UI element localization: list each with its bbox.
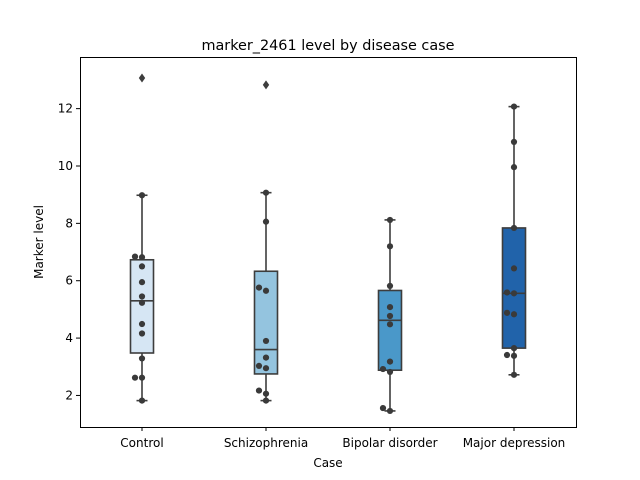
data-point: [138, 254, 146, 261]
chart-title: marker_2461 level by disease case: [201, 38, 454, 54]
data-point: [386, 304, 394, 311]
data-point: [510, 345, 518, 352]
points-3: [379, 216, 394, 415]
y-tick-label: 2: [65, 388, 73, 402]
boxes: [129, 73, 527, 412]
data-point: [510, 224, 518, 232]
data-point: [138, 299, 146, 306]
data-point: [386, 282, 394, 289]
data-point: [386, 407, 394, 415]
x-tick-label: Bipolar disorder: [342, 436, 437, 450]
data-point: [262, 337, 270, 345]
data-point: [262, 390, 270, 397]
data-point: [138, 192, 146, 199]
data-point: [386, 368, 394, 376]
points-2: [255, 189, 270, 404]
data-point: [255, 387, 263, 394]
data-point: [262, 397, 270, 404]
data-point: [262, 287, 270, 294]
data-point: [131, 374, 139, 381]
box-3: [377, 219, 403, 412]
data-point: [510, 352, 518, 359]
data-point: [510, 164, 518, 171]
data-point: [386, 358, 394, 365]
y-tick-label: 8: [65, 216, 73, 230]
data-point: [255, 284, 263, 291]
points: [131, 103, 518, 415]
y-tick-label: 4: [65, 331, 73, 345]
outlier-point: [138, 73, 146, 83]
data-point: [138, 293, 146, 300]
box-iqr: [377, 289, 403, 372]
data-point: [510, 371, 518, 378]
x-tick-label: Control: [120, 436, 163, 450]
data-point: [510, 103, 518, 110]
x-tick-label: Schizophrenia: [224, 436, 308, 450]
data-point: [503, 309, 511, 316]
x-axis-label: Case: [313, 456, 342, 470]
points-4: [503, 103, 518, 378]
data-point: [255, 362, 263, 370]
data-point: [138, 397, 146, 404]
data-point: [131, 253, 139, 260]
box-iqr: [501, 227, 527, 349]
data-point: [510, 265, 518, 272]
y-tick-label: 6: [65, 274, 73, 288]
data-point: [379, 404, 387, 412]
plot-frame: [80, 57, 577, 428]
outlier-point: [262, 80, 270, 90]
data-point: [262, 218, 270, 225]
y-tick-label: 10: [58, 159, 73, 173]
data-point: [503, 351, 511, 359]
data-point: [510, 138, 518, 145]
box-1: [129, 73, 155, 402]
x-tick-label: Major depression: [463, 436, 566, 450]
data-point: [379, 365, 387, 373]
data-point: [503, 289, 511, 296]
data-point: [262, 354, 270, 361]
data-point: [262, 365, 270, 372]
data-point: [138, 263, 146, 270]
points-1: [131, 192, 146, 404]
data-point: [386, 243, 394, 250]
data-point: [138, 320, 146, 328]
data-point: [138, 355, 146, 362]
data-point: [386, 312, 394, 320]
data-point: [262, 189, 270, 196]
box-2: [253, 80, 279, 402]
y-axis: 2 4 6 8 10 12: [58, 102, 80, 402]
box-iqr: [129, 258, 155, 354]
box-iqr: [253, 270, 279, 375]
x-axis: Control Schizophrenia Bipolar disorder Majo…: [120, 427, 565, 450]
y-axis-label: Marker level: [32, 205, 46, 279]
data-point: [138, 330, 146, 337]
data-point: [510, 311, 518, 318]
data-point: [138, 374, 146, 381]
data-point: [138, 279, 146, 286]
data-point: [386, 321, 394, 328]
y-tick-label: 12: [58, 102, 73, 116]
data-point: [510, 290, 518, 297]
box-4: [501, 105, 527, 376]
data-point: [386, 216, 394, 224]
